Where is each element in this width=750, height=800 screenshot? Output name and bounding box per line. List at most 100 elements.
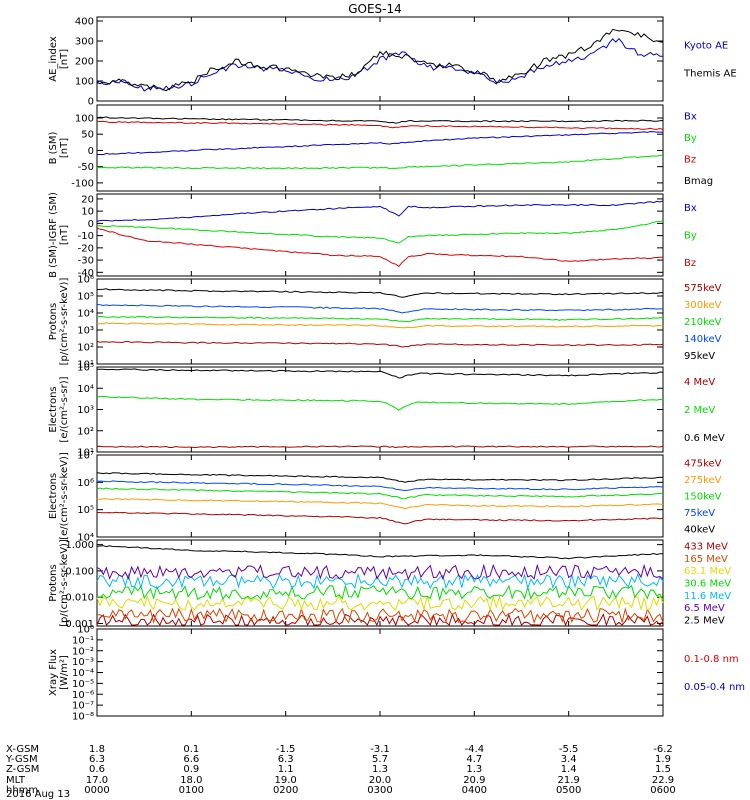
panel-ae-index: 0 100 200 300 400 AE_index [nT] Kyoto AE Themis … <box>48 16 737 108</box>
legend-bz: Bz <box>684 154 696 165</box>
y-tick-label: 400 <box>75 17 94 28</box>
axis-row-label: MLT <box>6 775 26 786</box>
legend-4-mev: 4 MeV <box>684 377 715 388</box>
panel-frame <box>96 366 664 453</box>
y-tick-label: -20 <box>78 243 94 254</box>
series-140kev-line <box>96 304 663 314</box>
plot-title: GOES-14 <box>348 2 402 16</box>
legend-75kev: 75keV <box>684 508 715 519</box>
series-by-line <box>96 220 664 244</box>
y-tick-label: 10¹ <box>77 360 94 371</box>
y-tick-label: 10⁴ <box>77 533 94 544</box>
y-axis-unit: [e/(cm²-s-sr)] <box>59 376 70 442</box>
axis-row-value: 19.0 <box>275 775 297 786</box>
y-axis-label: Xray Flux <box>48 649 59 696</box>
axis-row-label: X-GSM <box>6 744 39 755</box>
y-axis-label: Electrons <box>48 386 59 432</box>
legend-themis-ae: Themis AE <box>683 69 737 80</box>
axis-row-value: -5.5 <box>559 744 579 755</box>
y-axis-label: B (SM) <box>48 131 59 164</box>
axis-row-value: 0200 <box>273 785 298 796</box>
legend-2-mev: 2 MeV <box>684 405 715 416</box>
legend-210kev: 210keV <box>684 317 722 328</box>
axis-row-value: 20.0 <box>369 775 391 786</box>
axis-row-value: -3.1 <box>370 744 390 755</box>
axis-row-value: 0000 <box>84 785 109 796</box>
axis-row-value: 20.9 <box>463 775 485 786</box>
y-tick-label: 10⁻⁸ <box>72 712 94 723</box>
y-axis-unit: [nT] <box>59 225 70 245</box>
y-tick-label: 0 <box>88 146 94 157</box>
axis-row-value: 6.6 <box>183 754 199 765</box>
y-tick-label: 10⁻³ <box>72 657 94 668</box>
legend-bx: Bx <box>684 111 697 122</box>
legend-63-1-mev: 63.1 MeV <box>684 566 731 577</box>
axis-row-value: 6.3 <box>278 754 294 765</box>
y-tick-label: -30 <box>78 256 94 267</box>
series-bx-line <box>96 200 664 222</box>
series-kyoto-ae-line <box>96 37 664 92</box>
axis-row-value: 0500 <box>556 785 581 796</box>
axis-row-value: 0600 <box>650 785 675 796</box>
legend-0-05-0-4-nm: 0.05-0.4 nm <box>684 682 745 693</box>
series-bmag-line <box>96 116 664 124</box>
series-433-mev-line <box>96 612 664 627</box>
legend-140kev: 140keV <box>684 334 722 345</box>
panel-electrons-maged: 10⁴ 10⁵ 10⁶ 10⁷ Electrons [e/(cm²-s-sr-keV)] 4… <box>48 451 722 544</box>
series-40kev-line <box>96 472 664 483</box>
legend-575kev: 575keV <box>684 283 722 294</box>
y-tick-label: 0.010 <box>65 593 94 604</box>
axis-row-value: 0300 <box>367 785 392 796</box>
y-tick-label: 200 <box>75 57 94 68</box>
axis-row-value: 0.1 <box>183 744 199 755</box>
axis-row-value: 1.3 <box>372 764 388 775</box>
legend-bx: Bx <box>684 203 697 214</box>
axis-row-value: 17.0 <box>86 775 108 786</box>
legend-by: By <box>684 231 697 242</box>
axis-row-value: 3.4 <box>561 754 577 765</box>
legend-30-6-mev: 30.6 MeV <box>684 579 731 590</box>
y-tick-label: 50 <box>81 130 94 141</box>
axis-row-value: 0100 <box>179 785 204 796</box>
series-300kev-line <box>96 322 664 329</box>
series-bx-line <box>97 131 664 156</box>
panel-frame <box>96 104 664 192</box>
axis-row-value: 5.7 <box>372 754 388 765</box>
axis-row-label: hhmm <box>6 785 38 796</box>
series-6-5-mev-line <box>96 563 664 581</box>
y-tick-label: 10⁻⁶ <box>72 690 94 701</box>
axis-row-value: 1.3 <box>466 764 482 775</box>
series-165-mev-line <box>97 607 664 625</box>
y-tick-label: 10⁻⁵ <box>72 679 94 690</box>
y-tick-label: 10² <box>77 343 94 354</box>
legend-by: By <box>684 133 697 144</box>
axis-row-value: 1.8 <box>89 744 105 755</box>
y-axis-label: Electrons <box>48 473 59 519</box>
y-axis-label: AE_index <box>48 36 59 82</box>
legend-40kev: 40keV <box>684 524 715 535</box>
y-axis-unit: [nT] <box>59 49 70 69</box>
axis-row-value: 1.1 <box>278 764 294 775</box>
legend-300kev: 300keV <box>684 300 722 311</box>
panel-electrons-epead: 10¹ 10² 10³ 10⁴ 10⁵ Electrons [e/(cm²-s-sr)] 4 … <box>48 363 725 459</box>
panel-frame <box>96 628 664 717</box>
y-tick-label: 0 <box>88 97 94 108</box>
y-axis-unit: [p/(cm²-s-sr-keV)] <box>59 278 70 366</box>
panel-protons-maged: 10¹ 10² 10³ 10⁴ 10⁵ 10⁶ Protons [p/(cm²-s-sr-ke… <box>48 275 722 371</box>
y-tick-label: 10⁻⁴ <box>72 668 94 679</box>
series-0-6-mev-line <box>97 368 664 379</box>
legend-bz: Bz <box>684 258 696 269</box>
y-tick-label: 10⁵ <box>77 363 94 374</box>
panel-frame <box>96 16 664 102</box>
y-axis-unit: [nT] <box>59 138 70 158</box>
legend-2-5-mev: 2.5 MeV <box>684 615 725 626</box>
y-tick-label: 10⁴ <box>77 384 94 395</box>
series-11-6-mev-line <box>96 572 664 590</box>
series-210kev-line <box>96 315 664 323</box>
y-tick-label: 1.000 <box>65 540 94 551</box>
series-by-line <box>96 154 664 170</box>
time-axis-table: X-GSM 1.8 0.1 -1.5 -3.1 -4.4 -5.5 -6.2 Y-GSM 6.3 6… <box>5 744 676 796</box>
y-axis-label: B (SM)-IGRF (SM) <box>48 192 59 278</box>
legend-275kev: 275keV <box>684 475 722 486</box>
